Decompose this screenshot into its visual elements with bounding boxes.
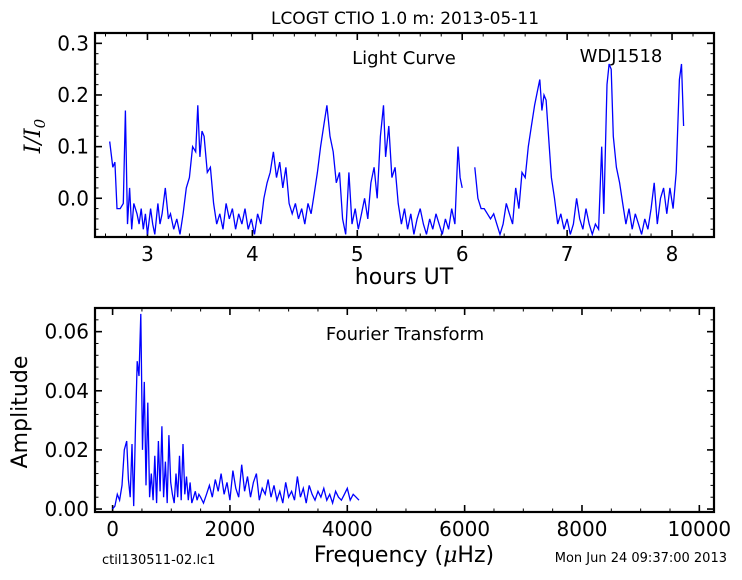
ft-x-tick-label: 10000 xyxy=(668,517,732,541)
lc-x-tick-label: 7 xyxy=(561,242,574,266)
fourier-panel: 0 2000 4000 6000 8000 10000 0.00 0.02 0.04 0.06 F… xyxy=(8,306,731,568)
ft-x-tick-label: 2000 xyxy=(204,517,255,541)
ylabel-reference-intensity: I xyxy=(21,127,46,138)
lc-y-tick-label: 0.3 xyxy=(57,31,89,55)
lc-x-tick-label: 5 xyxy=(351,242,364,266)
object-label: WDJ1518 xyxy=(580,46,663,67)
ft-x-tick-label: 0 xyxy=(106,517,119,541)
lc-x-tick-label: 6 xyxy=(456,242,469,266)
ft-x-tick-label: 4000 xyxy=(322,517,373,541)
light-curve-xlabel: hours UT xyxy=(355,265,454,290)
xlabel-suffix: Hz) xyxy=(457,543,494,568)
fourier-series xyxy=(112,313,360,510)
light-curve-ylabel: I/I0 xyxy=(21,118,49,154)
figure-title: LCOGT CTIO 1.0 m: 2013-05-11 xyxy=(271,9,539,29)
lc-y-tick-label: 0.1 xyxy=(57,135,89,159)
lc-y-tick-label: 0.0 xyxy=(57,186,89,210)
ylabel-subscript: 0 xyxy=(31,118,49,128)
xlabel-mu: μ xyxy=(443,543,457,568)
light-curve-series xyxy=(109,63,685,237)
light-curve-line xyxy=(109,105,463,235)
fourier-axes-frame xyxy=(93,306,716,514)
fourier-annotation: Fourier Transform xyxy=(326,324,484,345)
footer-filename: ctil130511-02.lc1 xyxy=(102,553,216,568)
footer-timestamp: Mon Jun 24 09:37:00 2013 xyxy=(555,551,727,566)
ft-y-tick-label: 0.02 xyxy=(44,438,89,462)
fourier-ylabel: Amplitude xyxy=(8,356,33,469)
ft-y-tick-label: 0.00 xyxy=(44,497,89,521)
ft-x-tick-label: 6000 xyxy=(439,517,490,541)
ft-y-tick-label: 0.06 xyxy=(44,320,89,344)
ylabel-slash: / xyxy=(21,134,46,146)
fourier-xlabel: Frequency (μHz) xyxy=(314,543,494,568)
ft-x-tick-label: 8000 xyxy=(557,517,608,541)
xlabel-prefix: Frequency ( xyxy=(314,543,443,568)
ylabel-intensity: I xyxy=(21,143,46,154)
fourier-ticks: 0 2000 4000 6000 8000 10000 0.00 0.02 0.04 0.06 xyxy=(44,308,731,541)
light-curve-ticks: 3 4 5 6 7 8 0.0 0.1 0.2 0.3 xyxy=(57,31,714,266)
fourier-line xyxy=(112,313,360,510)
light-curve-line xyxy=(474,63,685,237)
light-curve-axes-frame xyxy=(93,31,716,239)
lc-x-tick-label: 8 xyxy=(666,242,679,266)
lc-x-tick-label: 3 xyxy=(141,242,154,266)
light-curve-annotation: Light Curve xyxy=(352,48,456,69)
light-curve-panel: 3 4 5 6 7 8 0.0 0.1 0.2 0.3 Light Curve WDJ1518 h… xyxy=(21,31,716,290)
ft-y-tick-label: 0.04 xyxy=(44,379,89,403)
lc-x-tick-label: 4 xyxy=(246,242,259,266)
lc-y-tick-label: 0.2 xyxy=(57,83,89,107)
